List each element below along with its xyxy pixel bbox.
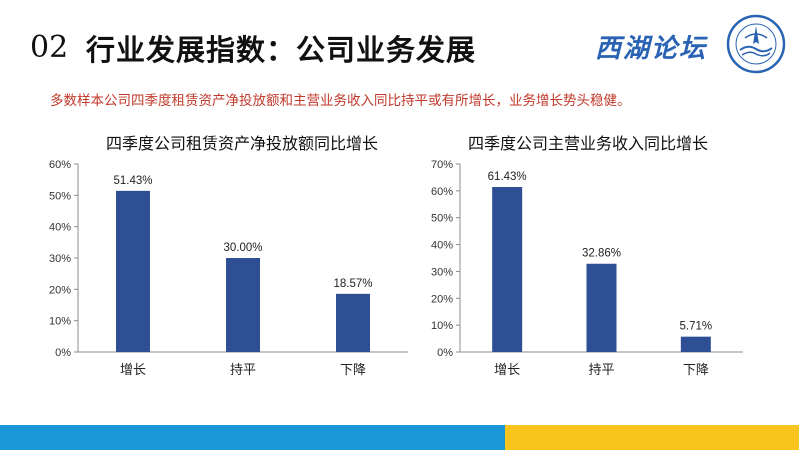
- bar-增长: [116, 190, 150, 352]
- data-label: 30.00%: [223, 242, 262, 254]
- y-tick-label: 0%: [437, 347, 453, 359]
- data-label: 5.71%: [680, 321, 713, 333]
- y-tick-label: 40%: [49, 222, 71, 234]
- x-category-label: 下降: [683, 363, 709, 378]
- chart-2-title: 四季度公司主营业务收入同比增长: [467, 134, 708, 153]
- chart-1-title: 四季度公司租赁资产净投放额同比增长: [105, 134, 378, 153]
- footer-bar-blue: [0, 425, 505, 450]
- bar-持平: [586, 263, 617, 352]
- chart-2-plot: 0% 10% 20% 30% 40% 50% 60% 70% 61.43% 增长 32.86% 持平 5…: [431, 159, 743, 378]
- footer-bar-yellow: [505, 425, 799, 450]
- y-tick-label: 50%: [431, 213, 453, 225]
- data-label: 51.43%: [113, 175, 152, 187]
- x-category-label: 持平: [230, 363, 256, 378]
- x-category-label: 下降: [340, 363, 366, 378]
- y-tick-label: 0%: [55, 347, 71, 359]
- y-tick-label: 10%: [49, 316, 71, 328]
- bar-下降: [680, 336, 711, 352]
- bar-持平: [226, 258, 260, 352]
- brand-name: 西湖论坛: [595, 34, 708, 64]
- y-tick-label: 10%: [431, 320, 453, 332]
- bar-下降: [336, 293, 370, 352]
- data-label: 18.57%: [333, 278, 372, 290]
- y-tick-label: 30%: [431, 266, 453, 278]
- bar-增长: [492, 187, 523, 352]
- data-label: 32.86%: [582, 248, 621, 260]
- page-title: 行业发展指数：公司业务发展: [86, 33, 477, 67]
- summary-text: 多数样本公司四季度租赁资产净投放额和主营业务收入同比持平或有所增长，业务增长势头…: [50, 93, 631, 109]
- section-number: 02: [30, 30, 69, 65]
- y-tick-label: 40%: [431, 240, 453, 252]
- y-tick-label: 30%: [49, 253, 71, 265]
- y-tick-label: 50%: [49, 190, 71, 202]
- y-tick-label: 70%: [431, 159, 453, 171]
- data-label: 61.43%: [488, 171, 527, 183]
- x-category-label: 持平: [588, 363, 614, 378]
- y-tick-label: 60%: [49, 159, 71, 171]
- y-tick-label: 20%: [431, 293, 453, 305]
- forum-logo-icon: [726, 14, 786, 74]
- x-category-label: 增长: [494, 363, 520, 378]
- y-tick-label: 60%: [431, 186, 453, 198]
- y-tick-label: 20%: [49, 284, 71, 296]
- x-category-label: 增长: [120, 363, 146, 378]
- chart-1-plot: 0% 10% 20% 30% 40% 50% 60% 51.43% 增长 30.00% 持平 18.5…: [49, 159, 408, 378]
